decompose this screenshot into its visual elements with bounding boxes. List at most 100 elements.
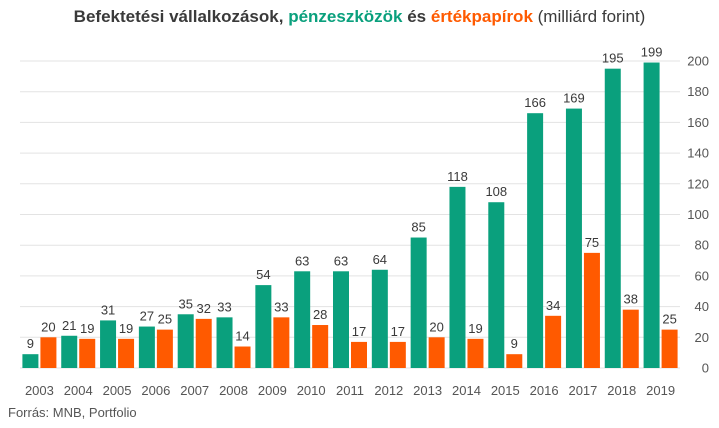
data-label-ertekpapirok: 33 bbox=[274, 299, 288, 314]
data-label-ertekpapirok: 34 bbox=[546, 298, 560, 313]
data-label-penzeszkozok: 35 bbox=[178, 296, 192, 311]
y-tick-label: 160 bbox=[687, 115, 709, 130]
data-label-penzeszkozok: 9 bbox=[27, 336, 34, 351]
x-tick-label: 2014 bbox=[452, 383, 481, 398]
bar-penzeszkozok bbox=[565, 108, 582, 369]
bar-penzeszkozok bbox=[333, 271, 349, 368]
bar-ertekpapirok bbox=[156, 329, 173, 368]
x-tick-label: 2017 bbox=[568, 383, 597, 398]
y-tick-label: 40 bbox=[695, 299, 709, 314]
y-tick-label: 120 bbox=[687, 176, 709, 191]
title-series-2: értékpapírok bbox=[430, 7, 533, 26]
data-label-penzeszkozok: 63 bbox=[334, 253, 348, 268]
data-label-ertekpapirok: 75 bbox=[585, 235, 599, 250]
title-part-1: Befektetési vállalkozások, bbox=[73, 7, 289, 26]
data-label-penzeszkozok: 199 bbox=[641, 45, 663, 60]
y-tick-label: 0 bbox=[702, 361, 709, 376]
x-tick-label: 2007 bbox=[180, 383, 209, 398]
data-label-ertekpapirok: 19 bbox=[119, 321, 133, 336]
bar-penzeszkozok bbox=[449, 186, 466, 368]
x-tick-label: 2003 bbox=[25, 383, 54, 398]
y-tick-label: 80 bbox=[695, 238, 709, 253]
bar-ertekpapirok bbox=[234, 346, 251, 368]
bar-penzeszkozok bbox=[371, 269, 388, 368]
data-label-penzeszkozok: 21 bbox=[62, 318, 76, 333]
bar-penzeszkozok bbox=[22, 354, 39, 368]
y-tick-label: 60 bbox=[695, 268, 709, 283]
y-tick-label: 140 bbox=[687, 146, 709, 161]
bar-ertekpapirok bbox=[661, 329, 678, 368]
data-label-penzeszkozok: 27 bbox=[140, 309, 154, 324]
x-tick-label: 2015 bbox=[491, 383, 520, 398]
x-tick-label: 2004 bbox=[64, 383, 93, 398]
bar-ertekpapirok bbox=[79, 338, 96, 368]
x-tick-label: 2012 bbox=[374, 383, 403, 398]
title-part-3: és bbox=[402, 7, 431, 26]
bar-penzeszkozok bbox=[527, 113, 544, 368]
x-tick-label: 2006 bbox=[141, 383, 170, 398]
bar-penzeszkozok bbox=[100, 320, 117, 368]
bar-penzeszkozok bbox=[604, 68, 621, 369]
bar-ertekpapirok bbox=[583, 252, 600, 368]
data-label-ertekpapirok: 19 bbox=[468, 321, 482, 336]
bar-penzeszkozok bbox=[410, 237, 427, 368]
bar-penzeszkozok bbox=[216, 317, 233, 368]
bar-ertekpapirok bbox=[273, 317, 290, 368]
data-label-ertekpapirok: 20 bbox=[429, 319, 443, 334]
chart-title: Befektetési vállalkozások, pénzeszközök … bbox=[0, 7, 719, 27]
data-label-ertekpapirok: 14 bbox=[235, 329, 249, 344]
bar-penzeszkozok bbox=[138, 326, 155, 368]
x-tick-label: 2010 bbox=[297, 383, 326, 398]
bar-ertekpapirok bbox=[351, 341, 367, 368]
bar-penzeszkozok bbox=[643, 62, 660, 368]
data-label-ertekpapirok: 25 bbox=[662, 312, 676, 327]
data-label-penzeszkozok: 31 bbox=[101, 302, 115, 317]
bar-penzeszkozok bbox=[294, 271, 311, 368]
data-label-ertekpapirok: 38 bbox=[624, 292, 638, 307]
source-note: Forrás: MNB, Portfolio bbox=[8, 405, 137, 420]
data-label-penzeszkozok: 54 bbox=[256, 267, 270, 282]
data-label-penzeszkozok: 63 bbox=[295, 253, 309, 268]
data-label-penzeszkozok: 169 bbox=[563, 91, 585, 106]
x-tick-label: 2011 bbox=[336, 383, 364, 398]
bar-penzeszkozok bbox=[61, 335, 78, 368]
bar-ertekpapirok bbox=[467, 338, 484, 368]
bar-ertekpapirok bbox=[312, 325, 329, 368]
data-label-penzeszkozok: 33 bbox=[217, 299, 231, 314]
data-label-penzeszkozok: 118 bbox=[447, 169, 468, 184]
x-tick-label: 2019 bbox=[646, 383, 675, 398]
bar-penzeszkozok bbox=[177, 314, 194, 368]
y-tick-label: 180 bbox=[687, 84, 709, 99]
data-label-penzeszkozok: 195 bbox=[602, 51, 624, 66]
data-label-penzeszkozok: 64 bbox=[373, 252, 387, 267]
data-label-penzeszkozok: 108 bbox=[485, 184, 507, 199]
bar-ertekpapirok bbox=[506, 354, 523, 368]
x-tick-label: 2016 bbox=[530, 383, 559, 398]
y-tick-label: 20 bbox=[695, 330, 709, 345]
x-tick-label: 2009 bbox=[258, 383, 287, 398]
bar-ertekpapirok bbox=[428, 337, 445, 368]
title-unit: (milliárd forint) bbox=[532, 7, 646, 26]
data-label-ertekpapirok: 9 bbox=[511, 336, 518, 351]
x-tick-label: 2013 bbox=[413, 383, 442, 398]
bar-ertekpapirok bbox=[40, 337, 57, 368]
x-tick-label: 2005 bbox=[103, 383, 132, 398]
bar-penzeszkozok bbox=[488, 202, 505, 368]
y-tick-label: 100 bbox=[687, 207, 709, 222]
y-tick-label: 200 bbox=[687, 54, 709, 69]
bar-ertekpapirok bbox=[195, 318, 212, 368]
x-tick-label: 2018 bbox=[607, 383, 636, 398]
title-series-1: pénzeszközök bbox=[288, 7, 403, 26]
bar-ertekpapirok bbox=[118, 338, 135, 368]
bar-ertekpapirok bbox=[389, 341, 406, 368]
data-label-ertekpapirok: 20 bbox=[41, 319, 55, 334]
data-label-ertekpapirok: 19 bbox=[80, 321, 94, 336]
data-label-penzeszkozok: 166 bbox=[524, 95, 546, 110]
bar-ertekpapirok bbox=[622, 309, 639, 368]
data-label-ertekpapirok: 32 bbox=[196, 301, 210, 316]
data-label-ertekpapirok: 17 bbox=[391, 324, 405, 339]
x-tick-label: 2008 bbox=[219, 383, 248, 398]
bar-ertekpapirok bbox=[545, 315, 562, 368]
data-label-ertekpapirok: 17 bbox=[352, 324, 366, 339]
